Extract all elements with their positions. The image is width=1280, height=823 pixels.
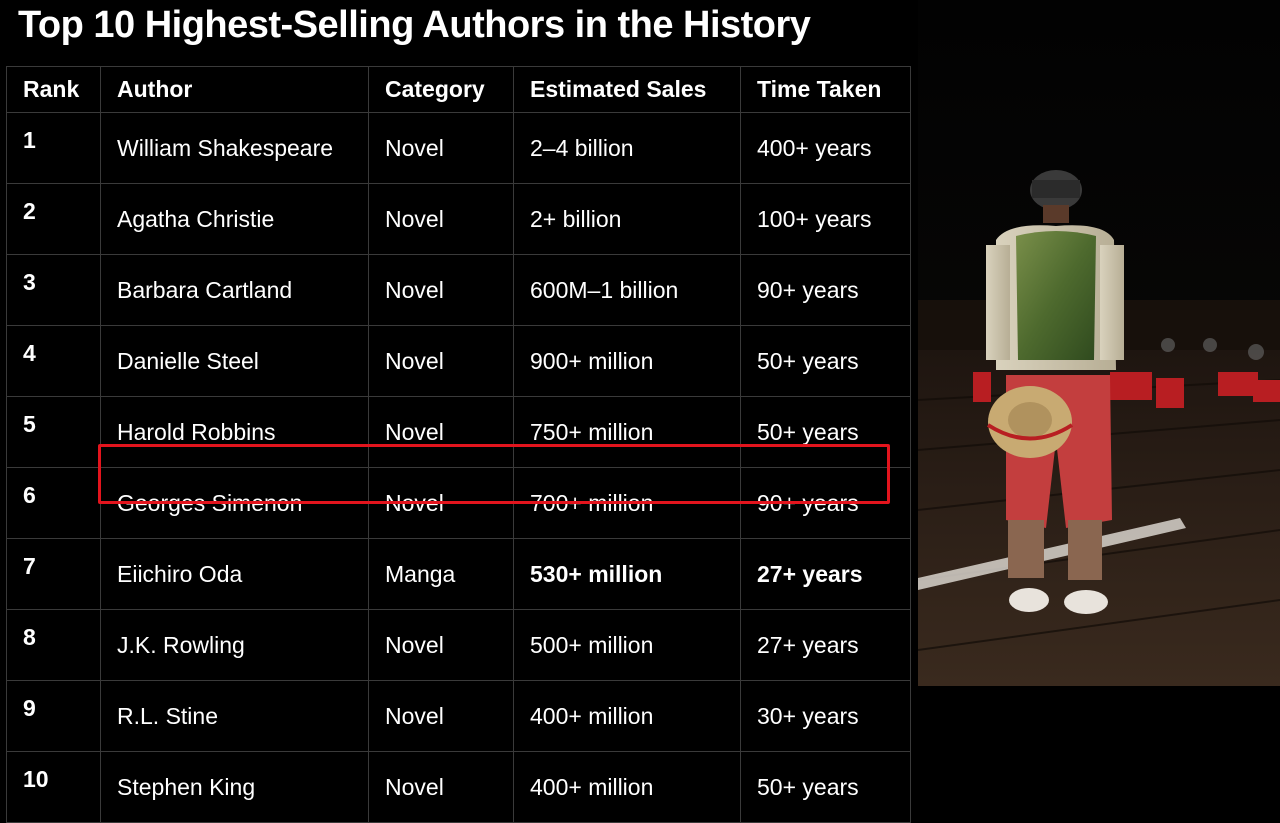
- cell-category: Novel: [368, 609, 514, 681]
- cell-rank: 3: [6, 254, 101, 326]
- cell-estimated-sales: 2+ billion: [513, 183, 741, 255]
- table-row: 8 J.K. Rowling Novel 500+ million 27+ years: [6, 609, 911, 681]
- cell-rank: 9: [6, 680, 101, 752]
- cell-time-taken: 90+ years: [740, 467, 911, 539]
- cell-time-taken: 90+ years: [740, 254, 911, 326]
- cell-estimated-sales: 600M–1 billion: [513, 254, 741, 326]
- table-panel: Top 10 Highest-Selling Authors in the Hi…: [6, 4, 911, 823]
- authors-table: Rank Author Category Estimated Sales Tim…: [6, 66, 911, 823]
- cell-time-taken: 50+ years: [740, 751, 911, 823]
- table-row: 7 Eiichiro Oda Manga 530+ million 27+ years: [6, 538, 911, 610]
- person-figure: [986, 170, 1124, 614]
- cell-author: Barbara Cartland: [100, 254, 369, 326]
- table-body: 1 William Shakespeare Novel 2–4 billion 400+…: [6, 112, 911, 823]
- page-title: Top 10 Highest-Selling Authors in the Hi…: [18, 4, 811, 46]
- cell-author: J.K. Rowling: [100, 609, 369, 681]
- table-row: 1 William Shakespeare Novel 2–4 billion 400+…: [6, 112, 911, 184]
- cell-category: Novel: [368, 183, 514, 255]
- cell-author: Stephen King: [100, 751, 369, 823]
- table-header-row: Rank Author Category Estimated Sales Tim…: [6, 66, 911, 113]
- cell-author: Eiichiro Oda: [100, 538, 369, 610]
- cell-category: Novel: [368, 467, 514, 539]
- cell-category: Novel: [368, 396, 514, 468]
- cell-author: Agatha Christie: [100, 183, 369, 255]
- table-row: 6 Georges Simenon Novel 700+ million 90+ yea…: [6, 467, 911, 539]
- table-row: 9 R.L. Stine Novel 400+ million 30+ years: [6, 680, 911, 752]
- cell-time-taken: 50+ years: [740, 396, 911, 468]
- cell-time-taken: 27+ years: [740, 609, 911, 681]
- cell-rank: 4: [6, 325, 101, 397]
- header-time-taken: Time Taken: [740, 66, 911, 113]
- photo: [918, 0, 1280, 686]
- cell-time-taken: 30+ years: [740, 680, 911, 752]
- cell-estimated-sales: 530+ million: [513, 538, 741, 610]
- cell-author: R.L. Stine: [100, 680, 369, 752]
- cell-time-taken: 27+ years: [740, 538, 911, 610]
- cell-time-taken: 50+ years: [740, 325, 911, 397]
- cell-rank: 10: [6, 751, 101, 823]
- cell-time-taken: 400+ years: [740, 112, 911, 184]
- cell-rank: 1: [6, 112, 101, 184]
- table-row: 4 Danielle Steel Novel 900+ million 50+ year…: [6, 325, 911, 397]
- cell-category: Manga: [368, 538, 514, 610]
- cell-rank: 2: [6, 183, 101, 255]
- table-row: 3 Barbara Cartland Novel 600M–1 billion 90+ …: [6, 254, 911, 326]
- cell-category: Novel: [368, 325, 514, 397]
- cell-author: Georges Simenon: [100, 467, 369, 539]
- header-rank: Rank: [6, 66, 101, 113]
- cell-rank: 7: [6, 538, 101, 610]
- background-tables: [973, 372, 1280, 408]
- cell-time-taken: 100+ years: [740, 183, 911, 255]
- header-category: Category: [368, 66, 514, 113]
- header-estimated-sales: Estimated Sales: [513, 66, 741, 113]
- table-row: 10 Stephen King Novel 400+ million 50+ years: [6, 751, 911, 823]
- cell-author: William Shakespeare: [100, 112, 369, 184]
- cell-estimated-sales: 700+ million: [513, 467, 741, 539]
- table-row: 5 Harold Robbins Novel 750+ million 50+ year…: [6, 396, 911, 468]
- cell-estimated-sales: 750+ million: [513, 396, 741, 468]
- cell-rank: 5: [6, 396, 101, 468]
- cell-category: Novel: [368, 254, 514, 326]
- header-author: Author: [100, 66, 369, 113]
- cell-category: Novel: [368, 680, 514, 752]
- cell-estimated-sales: 500+ million: [513, 609, 741, 681]
- cell-rank: 8: [6, 609, 101, 681]
- cell-category: Novel: [368, 751, 514, 823]
- cell-estimated-sales: 400+ million: [513, 680, 741, 752]
- cell-category: Novel: [368, 112, 514, 184]
- cell-rank: 6: [6, 467, 101, 539]
- photo-illustration: [918, 0, 1280, 686]
- cell-estimated-sales: 400+ million: [513, 751, 741, 823]
- cell-estimated-sales: 2–4 billion: [513, 112, 741, 184]
- cell-estimated-sales: 900+ million: [513, 325, 741, 397]
- cell-author: Danielle Steel: [100, 325, 369, 397]
- cell-author: Harold Robbins: [100, 396, 369, 468]
- table-row: 2 Agatha Christie Novel 2+ billion 100+ year…: [6, 183, 911, 255]
